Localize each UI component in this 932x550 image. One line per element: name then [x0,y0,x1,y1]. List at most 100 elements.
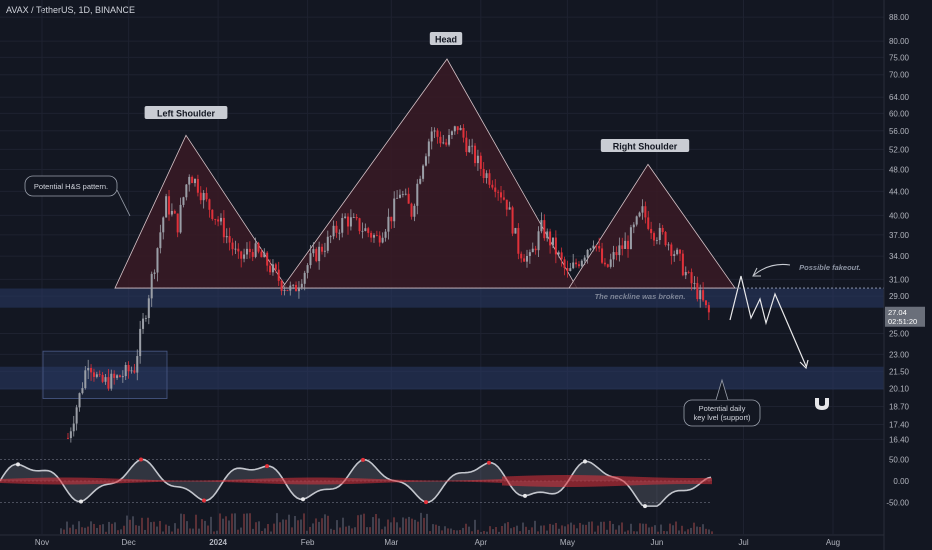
osc-hist-bar [428,480,430,482]
candle-body [312,249,315,254]
candle-body [185,184,188,198]
candle-body [240,251,243,259]
projection-path [729,275,809,370]
candle-body [309,253,312,266]
osc-hist-bar [240,479,242,483]
candle-body [75,407,78,424]
volume-bar [81,527,83,534]
candle-body [707,305,710,313]
candle-body [113,373,116,378]
volume-bar [111,523,113,534]
volume-bar [660,524,662,534]
osc-hist-bar [162,480,164,482]
volume-bar [327,515,329,534]
candle-body [133,370,136,373]
osc-trough-dot [523,493,527,498]
osc-hist-bar [176,480,178,482]
candle-body [344,216,347,218]
osc-hist-bar [448,480,450,482]
osc-hist-bar [688,477,690,485]
time-tick-label: Feb [301,538,315,547]
candle-body [531,248,534,253]
osc-hist-bar [214,480,216,482]
osc-hist-bar [500,479,502,483]
osc-hist-bar [592,475,594,487]
candle-body [370,232,373,238]
volume-bar [621,522,623,534]
candle-body [303,272,306,284]
candle-body [136,356,139,373]
candle-body [72,423,75,432]
candle-body [165,196,168,218]
osc-hist-bar [418,480,420,482]
volume-bar [135,525,137,534]
candle-body [150,273,153,299]
osc-hist-bar [554,475,556,487]
candle-body [410,203,413,217]
volume-bar [387,519,389,534]
osc-hist-bar [622,476,624,486]
osc-hist-bar [636,476,638,486]
current-price-badge [885,306,925,327]
osc-hist-bar [292,477,294,485]
osc-hist-bar [74,477,76,485]
volume-bar [444,526,446,534]
osc-hist-bar [570,475,572,487]
volume-bar [405,518,407,534]
osc-hist-bar [258,478,260,484]
osc-hist-bar [672,477,674,485]
left-shoulder-triangle [114,134,288,289]
osc-hist-bar [368,478,370,484]
time-tick-label: Jun [650,538,663,547]
osc-hist-bar [296,477,298,485]
osc-hist-bar [430,480,432,482]
osc-hist-bar [126,479,128,483]
osc-hist-bar [264,478,266,484]
osc-hist-bar [56,477,58,485]
candle-body [361,230,364,232]
osc-hist-bar [534,475,536,487]
volume-bar [648,527,650,534]
candle-body [355,216,358,219]
volume-bar [168,525,170,534]
candle-body [266,252,269,266]
osc-hist-bar [686,477,688,485]
osc-peak-dot [487,460,491,465]
candle-body [653,233,656,241]
osc-hist-bar [4,478,6,484]
osc-hist-bar [406,479,408,483]
osc-hist-bar [510,476,512,486]
candle-body [142,318,145,329]
osc-hist-bar [100,478,102,484]
osc-hist-bar [586,475,588,487]
volume-bar [267,524,269,534]
price-tick-label: 44.00 [889,187,910,196]
candle-body [257,243,260,252]
candle-body [390,216,393,222]
osc-hist-bar [46,477,48,485]
candle-body [690,272,693,284]
osc-hist-bar [668,477,670,485]
candle-body [572,262,575,269]
osc-hist-bar [26,478,28,484]
osc-hist-bar [646,477,648,485]
volume-bar [195,514,197,534]
candle-body [234,248,237,250]
candle-body [277,269,280,281]
osc-hist-bar [678,477,680,485]
candle-body [182,197,185,205]
osc-hist-bar [680,477,682,485]
magnet-icon [815,398,829,410]
volume-bar [522,522,524,534]
volume-bar [381,529,383,534]
volume-bar [597,525,599,534]
candle-body [269,265,272,273]
volume-bar [222,518,224,534]
osc-hist-bar [208,480,210,482]
osc-hist-bar [414,480,416,482]
volume-bar [411,518,413,534]
osc-hist-bar [638,476,640,486]
candle-body [398,194,401,198]
osc-hist-bar [562,475,564,487]
